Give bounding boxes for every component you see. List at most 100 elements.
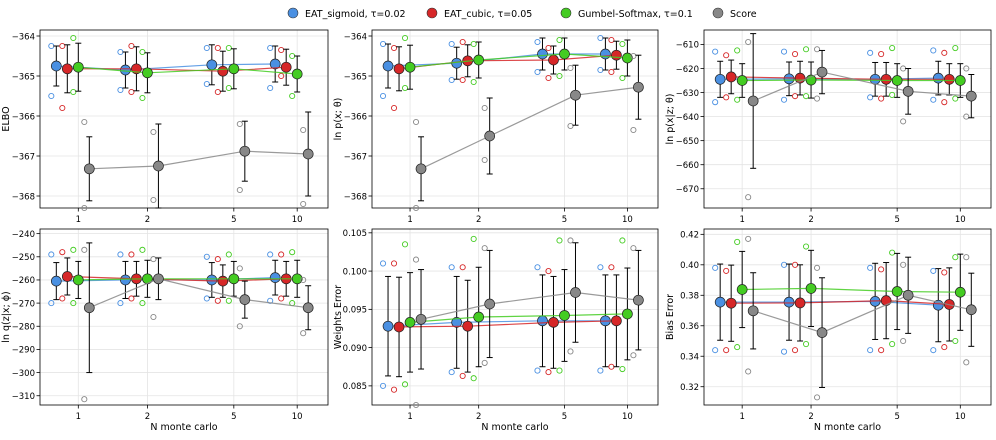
mean-point xyxy=(783,73,795,85)
sample-point xyxy=(878,95,885,102)
sample-point xyxy=(619,74,626,82)
sample-point xyxy=(70,34,77,42)
ytick-label: −280 xyxy=(12,323,35,333)
sample-point xyxy=(48,92,55,100)
sample-point xyxy=(390,44,398,52)
sample-point xyxy=(534,68,541,76)
mean-point xyxy=(153,273,164,285)
sample-point xyxy=(734,238,741,246)
sample-point xyxy=(150,313,157,321)
sample-point xyxy=(300,276,307,283)
mean-point xyxy=(302,148,314,160)
sample-point xyxy=(117,48,124,56)
mean-point xyxy=(725,297,737,309)
sample-point xyxy=(608,363,615,370)
sample-point xyxy=(878,347,885,354)
sample-point xyxy=(567,348,574,355)
sample-point xyxy=(203,253,210,260)
mean-point xyxy=(943,73,955,85)
sample-point xyxy=(59,42,66,50)
xtick-label: 2 xyxy=(145,412,150,422)
sample-point xyxy=(300,126,307,134)
legend-item-eat-cubic: EAT_cubic, τ=0.05 xyxy=(426,7,532,20)
ylabel: ln p(x|z; θ) xyxy=(665,94,676,145)
sample-point xyxy=(203,295,210,302)
sample-point xyxy=(556,72,563,80)
xtick-label: 2 xyxy=(476,412,481,422)
sample-point xyxy=(225,297,232,304)
ytick-label: −610 xyxy=(676,41,699,51)
sample-point xyxy=(745,368,752,375)
sample-point xyxy=(236,186,243,194)
sample-point xyxy=(712,347,719,354)
sample-point xyxy=(48,42,55,50)
sample-point xyxy=(930,267,937,274)
ytick-label: −250 xyxy=(12,253,35,263)
sample-point xyxy=(289,249,296,256)
ylabel: Weights Error xyxy=(333,285,344,349)
axes-frame xyxy=(371,29,659,209)
mean-point xyxy=(415,313,427,325)
legend-item-eat-sigmoid: EAT_sigmoid, τ=0.02 xyxy=(287,7,406,20)
sample-point xyxy=(534,264,541,271)
series-line xyxy=(89,278,309,309)
legend-label-eat-sigmoid: EAT_sigmoid, τ=0.02 xyxy=(305,9,406,20)
sample-point xyxy=(889,44,896,52)
mean-point xyxy=(633,81,644,93)
mean-point xyxy=(83,163,95,175)
sample-point xyxy=(567,64,574,72)
mean-point xyxy=(725,71,737,83)
sample-point xyxy=(278,295,285,302)
series-eat-sigmoid xyxy=(712,261,944,355)
series-eat-cubic xyxy=(723,49,955,106)
sample-point xyxy=(48,300,55,307)
ylabel: ln p(x; θ) xyxy=(333,98,344,141)
sample-point xyxy=(712,48,719,55)
mean-point xyxy=(633,294,644,306)
sample-point xyxy=(952,95,959,102)
sample-point xyxy=(556,36,563,44)
axes-frame xyxy=(703,228,992,406)
series-line xyxy=(398,320,617,328)
sample-point xyxy=(150,196,157,204)
sample-point xyxy=(619,237,626,244)
xtick-label: 10 xyxy=(955,412,966,422)
legend-label-score: Score xyxy=(730,9,757,20)
ytick-label: 0.40 xyxy=(680,261,699,271)
ytick-label: −630 xyxy=(676,89,699,99)
chart-lnqzx: −240 −250 −260 −270 −280 −290 −300 −310 1 2 5 10 ln … xyxy=(1,228,329,433)
xtick-label: 2 xyxy=(145,215,150,225)
sample-point xyxy=(70,300,77,307)
sample-point xyxy=(745,235,752,242)
sample-point xyxy=(128,251,135,258)
mean-point xyxy=(954,75,966,86)
xtick-label: 10 xyxy=(622,215,633,225)
chart-bias: 0.32 0.34 0.36 0.38 0.40 0.42 1 2 5 10 Bias Error N… xyxy=(665,228,992,433)
mean-point xyxy=(484,130,496,142)
sample-point xyxy=(214,256,221,263)
sample-point xyxy=(745,38,752,46)
ytick-label: −650 xyxy=(676,137,699,147)
sample-point xyxy=(401,381,409,388)
sample-point xyxy=(630,245,637,252)
axes-frame xyxy=(371,228,659,406)
xtick-label: 10 xyxy=(292,412,303,422)
sample-point xyxy=(608,264,615,271)
xtick-label: 1 xyxy=(76,215,81,225)
sample-point xyxy=(952,337,959,345)
legend-marker-eat-sigmoid xyxy=(287,7,299,19)
xtick-label: 5 xyxy=(894,412,899,422)
series-line xyxy=(752,71,972,102)
xtick-label: 2 xyxy=(808,215,813,225)
sample-point xyxy=(470,78,477,86)
sample-point xyxy=(459,76,466,84)
axes-frame xyxy=(39,29,329,209)
sample-point xyxy=(630,52,637,60)
series-gumbel-softmax xyxy=(401,34,633,92)
sample-point xyxy=(878,266,885,273)
mean-point xyxy=(153,160,164,172)
sample-point xyxy=(203,80,210,88)
ytick-label: −300 xyxy=(12,369,35,379)
series-line xyxy=(731,76,950,80)
chart-lnpx: −364 −365 −366 −367 −368 1 2 5 10 ln p(x; θ) xyxy=(333,29,659,225)
